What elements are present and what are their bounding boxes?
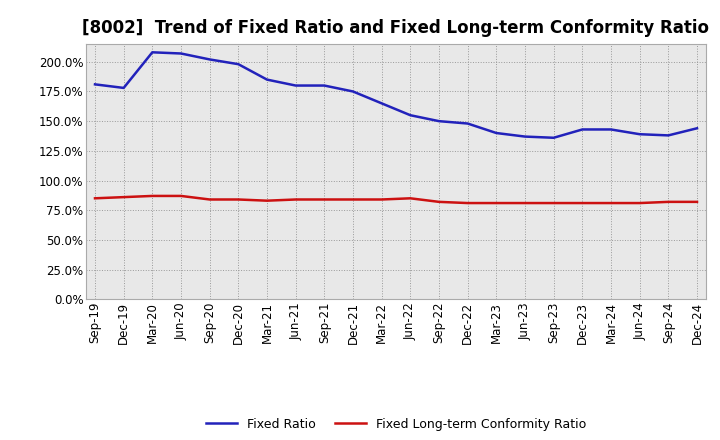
Fixed Long-term Conformity Ratio	[406, 196, 415, 201]
Fixed Long-term Conformity Ratio	[607, 200, 616, 205]
Fixed Ratio	[521, 134, 529, 139]
Fixed Ratio	[292, 83, 300, 88]
Line: Fixed Long-term Conformity Ratio: Fixed Long-term Conformity Ratio	[95, 196, 697, 203]
Fixed Ratio	[549, 135, 558, 140]
Fixed Ratio	[492, 130, 500, 136]
Fixed Ratio	[664, 133, 672, 138]
Fixed Long-term Conformity Ratio	[377, 197, 386, 202]
Line: Fixed Ratio: Fixed Ratio	[95, 52, 697, 138]
Fixed Ratio	[377, 101, 386, 106]
Fixed Long-term Conformity Ratio	[635, 200, 644, 205]
Fixed Ratio	[607, 127, 616, 132]
Fixed Long-term Conformity Ratio	[148, 193, 157, 198]
Fixed Long-term Conformity Ratio	[492, 200, 500, 205]
Fixed Ratio	[464, 121, 472, 126]
Fixed Long-term Conformity Ratio	[521, 200, 529, 205]
Fixed Long-term Conformity Ratio	[464, 200, 472, 205]
Fixed Ratio	[320, 83, 328, 88]
Fixed Long-term Conformity Ratio	[234, 197, 243, 202]
Fixed Long-term Conformity Ratio	[292, 197, 300, 202]
Fixed Ratio	[263, 77, 271, 82]
Fixed Long-term Conformity Ratio	[693, 199, 701, 205]
Legend: Fixed Ratio, Fixed Long-term Conformity Ratio: Fixed Ratio, Fixed Long-term Conformity …	[201, 413, 591, 436]
Fixed Long-term Conformity Ratio	[263, 198, 271, 203]
Fixed Long-term Conformity Ratio	[205, 197, 214, 202]
Fixed Long-term Conformity Ratio	[578, 200, 587, 205]
Fixed Long-term Conformity Ratio	[320, 197, 328, 202]
Fixed Long-term Conformity Ratio	[176, 193, 185, 198]
Fixed Long-term Conformity Ratio	[435, 199, 444, 205]
Fixed Long-term Conformity Ratio	[348, 197, 357, 202]
Fixed Long-term Conformity Ratio	[664, 199, 672, 205]
Fixed Long-term Conformity Ratio	[549, 200, 558, 205]
Fixed Ratio	[176, 51, 185, 56]
Fixed Ratio	[348, 89, 357, 94]
Fixed Ratio	[148, 50, 157, 55]
Fixed Ratio	[435, 118, 444, 124]
Fixed Long-term Conformity Ratio	[120, 194, 128, 200]
Fixed Ratio	[120, 85, 128, 91]
Fixed Ratio	[693, 126, 701, 131]
Fixed Ratio	[234, 62, 243, 67]
Fixed Ratio	[578, 127, 587, 132]
Fixed Ratio	[91, 82, 99, 87]
Fixed Ratio	[205, 57, 214, 62]
Title: [8002]  Trend of Fixed Ratio and Fixed Long-term Conformity Ratio: [8002] Trend of Fixed Ratio and Fixed Lo…	[83, 19, 709, 37]
Fixed Ratio	[406, 113, 415, 118]
Fixed Ratio	[635, 132, 644, 137]
Fixed Long-term Conformity Ratio	[91, 196, 99, 201]
